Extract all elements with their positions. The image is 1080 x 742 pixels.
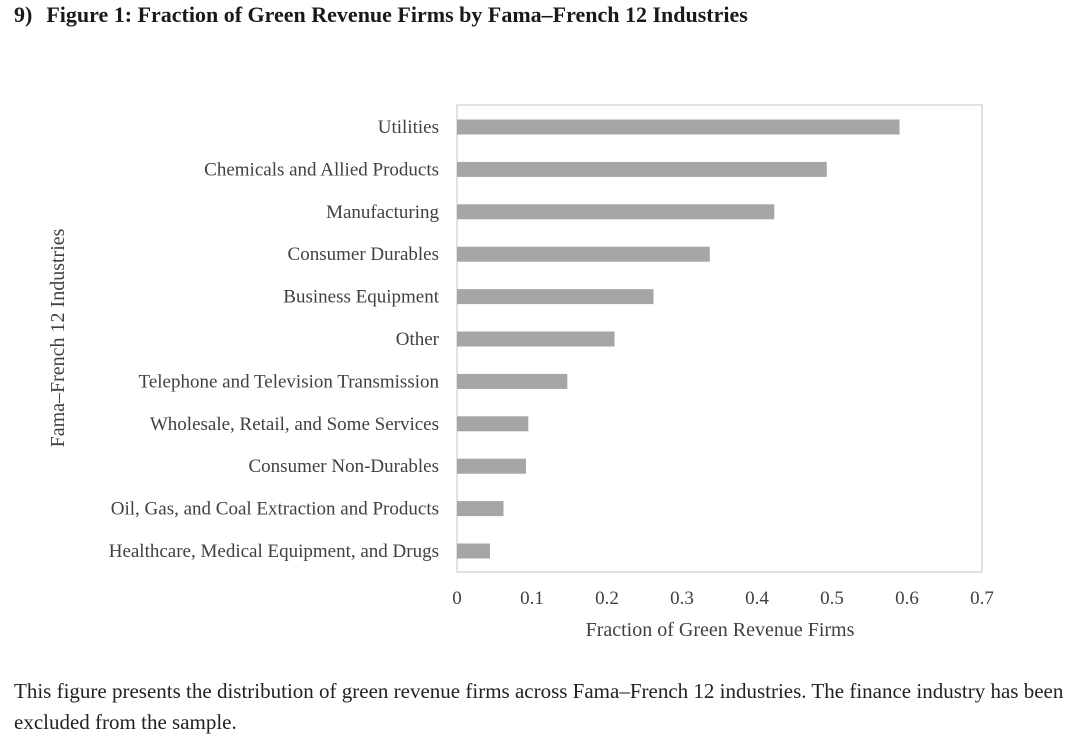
tick-labels-group: 0 0.1 0.2 0.3 0.4 0.5 0.6 0.7 bbox=[452, 588, 994, 609]
bar bbox=[457, 289, 654, 305]
bar bbox=[457, 204, 775, 220]
bar bbox=[457, 416, 529, 432]
figure-heading: 9) Figure 1: Fraction of Green Revenue Fi… bbox=[14, 2, 748, 28]
category-label: Consumer Durables bbox=[288, 244, 439, 265]
bar bbox=[457, 246, 710, 262]
x-tick-label: 0.4 bbox=[745, 588, 769, 609]
category-label: Utilities bbox=[378, 117, 439, 138]
category-label: Wholesale, Retail, and Some Services bbox=[150, 414, 439, 435]
category-label: Oil, Gas, and Coal Extraction and Produc… bbox=[111, 499, 439, 520]
bar bbox=[457, 161, 827, 177]
bar bbox=[457, 458, 526, 474]
x-tick-label: 0.5 bbox=[820, 588, 844, 609]
category-label: Other bbox=[396, 329, 440, 350]
category-label: Manufacturing bbox=[326, 202, 439, 223]
x-axis-label: Fraction of Green Revenue Firms bbox=[586, 619, 855, 641]
bars-group bbox=[457, 119, 900, 559]
x-tick-label: 0 bbox=[452, 588, 462, 609]
category-label: Business Equipment bbox=[283, 287, 439, 308]
figure-number: 9) bbox=[14, 2, 33, 27]
x-tick-label: 0.2 bbox=[595, 588, 619, 609]
y-axis-label: Fama–French 12 Industries bbox=[47, 228, 69, 447]
bar bbox=[457, 543, 490, 559]
bar-chart: Utilities Chemicals and Allied Products Ma… bbox=[47, 104, 994, 641]
bar bbox=[457, 119, 900, 135]
bar bbox=[457, 373, 568, 389]
x-tick-label: 0.3 bbox=[670, 588, 694, 609]
figure-title: Figure 1: Fraction of Green Revenue Firm… bbox=[46, 2, 748, 27]
category-label: Healthcare, Medical Equipment, and Drugs bbox=[109, 541, 439, 562]
bar bbox=[457, 331, 615, 347]
category-label: Consumer Non-Durables bbox=[249, 456, 440, 477]
category-labels-group: Utilities Chemicals and Allied Products Ma… bbox=[109, 117, 440, 562]
category-label: Chemicals and Allied Products bbox=[204, 159, 439, 180]
figure-caption: This figure presents the distribution of… bbox=[14, 679, 1064, 734]
x-tick-label: 0.7 bbox=[970, 588, 994, 609]
x-tick-label: 0.6 bbox=[895, 588, 919, 609]
category-label: Telephone and Television Transmission bbox=[139, 371, 440, 392]
x-tick-label: 0.1 bbox=[520, 588, 544, 609]
bar bbox=[457, 501, 504, 517]
